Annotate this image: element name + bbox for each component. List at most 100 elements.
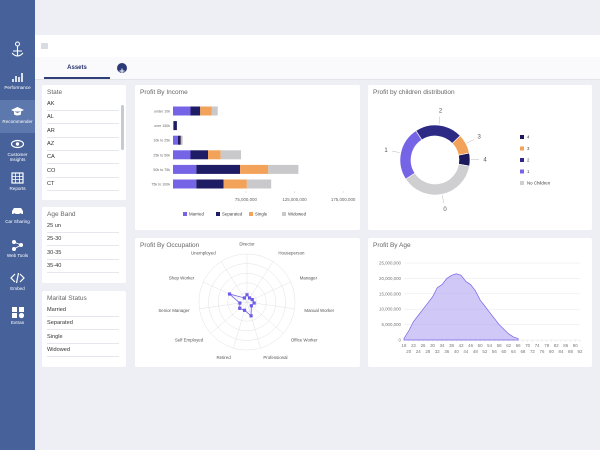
filter-item[interactable]: CO <box>47 165 119 178</box>
header <box>35 35 600 57</box>
bar-segment <box>173 121 174 131</box>
bar-segment <box>173 135 178 145</box>
filter-title: Marital Status <box>47 295 87 302</box>
nav-item[interactable]: Web Tools <box>0 234 35 267</box>
x-tick-label: 75,000,000 <box>235 197 258 202</box>
filter-item[interactable]: Separated <box>47 317 119 331</box>
nav-item[interactable]: Recommender <box>0 99 35 133</box>
y-tick-label: 0 <box>399 338 402 343</box>
nav-label: Reports <box>9 185 26 191</box>
x-tick-label: 18 <box>402 343 407 348</box>
filter-title: Age Band <box>47 211 76 218</box>
filter-item[interactable]: CT <box>47 178 119 191</box>
legend-label: Single <box>255 212 268 217</box>
filter-item[interactable]: Married <box>47 304 119 317</box>
filter-item[interactable]: 25-30 <box>47 233 119 247</box>
area <box>403 273 519 341</box>
radar-point <box>249 304 253 308</box>
tab[interactable]: Assets <box>44 61 110 79</box>
bar-segment <box>211 106 218 116</box>
nav-icon <box>12 208 23 216</box>
chart-title: Profit By Occupation <box>140 242 200 249</box>
y-tick-label: over 150k <box>154 124 170 128</box>
menu-icon[interactable] <box>35 35 55 57</box>
x-tick-label: 56 <box>492 349 497 354</box>
nav-item[interactable]: Extras <box>0 301 35 334</box>
nav-icon <box>10 139 25 149</box>
nav-icon <box>12 239 23 251</box>
radar-spoke <box>246 301 261 349</box>
y-tick-label: 5,000,000 <box>381 322 401 327</box>
nav-item[interactable]: Performance <box>0 66 35 99</box>
x-tick-label: 32 <box>435 349 440 354</box>
bar-segment <box>181 135 183 145</box>
x-tick-label: 28 <box>425 349 430 354</box>
filter-item[interactable]: Widowed <box>47 344 119 357</box>
x-tick-label: 86 <box>563 343 568 348</box>
radar-spoke <box>203 281 248 303</box>
chart: 0 5,000,000 10,000,000 15,000,000 20,000,000… <box>379 261 583 355</box>
chart: under 10k over 150k 10k to 25k 25k to 50k 50… <box>151 106 356 217</box>
nav-icon <box>12 306 25 318</box>
nav-label: Extras <box>10 319 25 325</box>
nav-item[interactable]: Reports <box>0 167 35 200</box>
y-tick-label: 10,000,000 <box>379 307 402 312</box>
radar-point <box>245 293 249 297</box>
filter-panel: State AK AL AR AZ CA CO CT <box>42 85 126 200</box>
tab-bar: Assets <box>35 57 600 80</box>
slice-label: 4 <box>483 157 487 163</box>
donut-slice <box>415 124 461 144</box>
x-tick-label: 125,000,000 <box>282 197 307 202</box>
bar-segment <box>173 121 177 131</box>
donut-slice <box>405 163 470 196</box>
bar-segment <box>246 179 272 189</box>
filter-item[interactable]: 35-40 <box>47 260 119 273</box>
nav-item[interactable]: Car Sharing <box>0 200 35 233</box>
filter-item[interactable]: AK <box>47 98 119 111</box>
add-tab-button[interactable] <box>117 63 127 74</box>
filter-item[interactable]: AL <box>47 111 119 125</box>
scrollbar[interactable] <box>121 105 124 150</box>
x-tick-label: 44 <box>463 349 468 354</box>
bar-segment <box>200 106 212 116</box>
x-tick-label: 36 <box>444 349 449 354</box>
nav-item[interactable]: Customer Insights <box>0 133 35 166</box>
axis-label: Professional <box>263 355 287 360</box>
x-tick-label: 40 <box>454 349 459 354</box>
x-tick-label: 46 <box>468 343 473 348</box>
x-tick-label: 68 <box>520 349 525 354</box>
legend-swatch <box>520 146 524 151</box>
filter-item[interactable]: 30-35 <box>47 247 119 260</box>
axis-label: Office Worker <box>291 337 318 342</box>
nav-label: Performance <box>4 85 31 90</box>
x-tick-label: 78 <box>544 343 549 348</box>
plus-icon <box>119 68 125 74</box>
chart-panel: Profit By Age 0 5,000,000 10,000,000 15,000,… <box>368 238 592 367</box>
logo[interactable] <box>0 35 35 65</box>
legend-swatch <box>249 212 253 216</box>
filter-item[interactable]: CA <box>47 151 119 165</box>
filter-item[interactable]: 25 un <box>47 220 119 233</box>
filter-item[interactable]: Single <box>47 331 119 344</box>
callout-line <box>466 139 475 144</box>
filter-item[interactable]: AZ <box>47 138 119 151</box>
callout-line <box>391 150 400 153</box>
donut-slice <box>399 130 423 180</box>
y-tick-label: 50k to 75k <box>153 168 170 172</box>
axis-label: Unemployed <box>191 251 216 256</box>
x-tick-label: 20 <box>406 349 411 354</box>
x-tick-label: 64 <box>511 349 516 354</box>
legend-label: 2 <box>527 158 530 163</box>
radar-point <box>252 301 256 305</box>
x-tick-label: 24 <box>416 349 421 354</box>
nav-item[interactable]: Embed <box>0 267 35 300</box>
radar-point <box>238 306 242 310</box>
x-tick-label: 48 <box>473 349 478 354</box>
x-tick-label: 62 <box>506 343 511 348</box>
filter-item[interactable]: AR <box>47 125 119 138</box>
legend-label: Widowed <box>288 212 307 217</box>
x-tick-label: 52 <box>482 349 487 354</box>
x-tick-label: 88 <box>568 349 573 354</box>
x-tick-label: 70 <box>525 343 530 348</box>
chart-title: Profit By Income <box>140 89 188 96</box>
